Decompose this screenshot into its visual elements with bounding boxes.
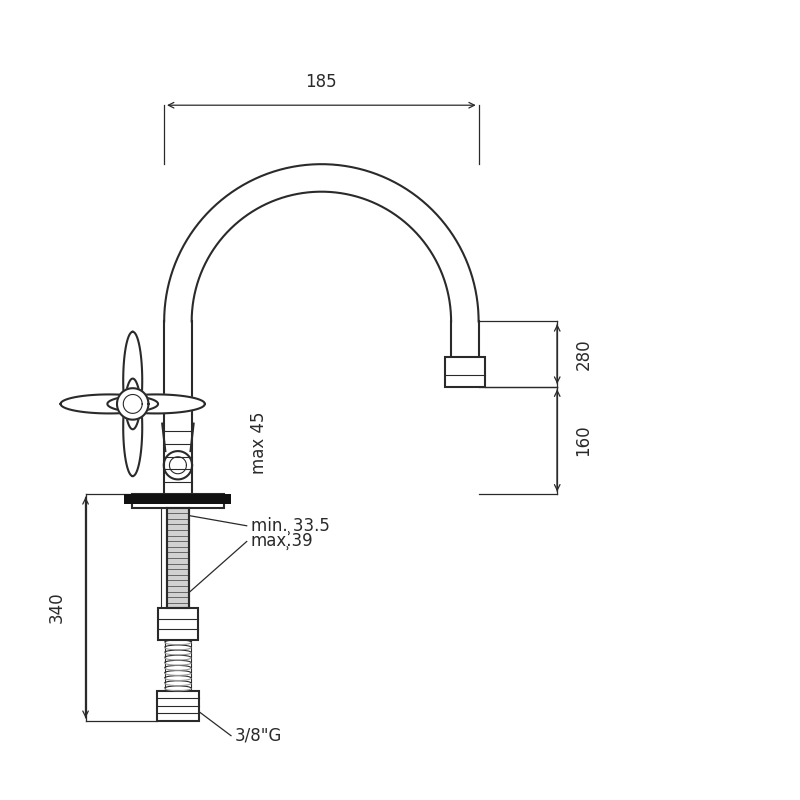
Text: max.̹39: max.̹39 — [250, 533, 314, 550]
Bar — [445, 357, 485, 386]
Bar — [157, 691, 199, 721]
Polygon shape — [117, 388, 149, 420]
Polygon shape — [123, 378, 142, 476]
Polygon shape — [164, 451, 192, 479]
Text: max 45: max 45 — [250, 412, 267, 474]
Text: min. ̹33.5: min. ̹33.5 — [250, 517, 330, 535]
Bar — [158, 608, 198, 640]
Polygon shape — [61, 394, 158, 414]
Polygon shape — [123, 332, 142, 430]
Bar — [125, 494, 231, 504]
Text: 280: 280 — [574, 338, 593, 370]
Text: 3/8"G: 3/8"G — [235, 726, 282, 745]
Bar — [167, 508, 189, 608]
Bar — [132, 494, 223, 508]
Text: 340: 340 — [48, 592, 66, 623]
Bar — [167, 508, 189, 608]
Text: 185: 185 — [306, 73, 338, 91]
Text: 160: 160 — [574, 425, 593, 456]
Polygon shape — [107, 394, 205, 414]
